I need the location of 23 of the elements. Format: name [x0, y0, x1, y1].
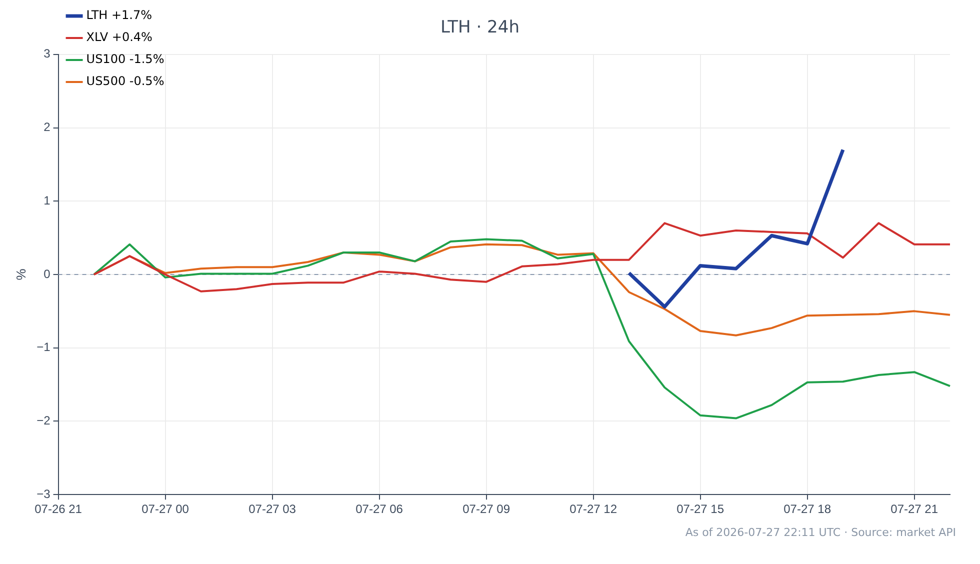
y-tick-label: 2 [44, 120, 51, 134]
legend-label: US500 -0.5% [86, 74, 164, 88]
y-tick-label: −3 [36, 486, 51, 501]
x-tick-label: 07-26 21 [34, 502, 82, 516]
x-tick-label: 07-27 12 [570, 502, 618, 516]
text: As of 2026-07-27 22:11 UTC · Source: market API [685, 526, 956, 539]
x-tick-label: 07-27 03 [248, 502, 296, 516]
y-axis-title: % [13, 268, 28, 280]
y-tick-label: −1 [36, 340, 51, 354]
x-tick-label: 07-27 06 [356, 502, 404, 516]
x-tick-label: 07-27 18 [784, 502, 832, 516]
y-tick-label: 3 [44, 46, 51, 61]
y-tick-label: 0 [44, 266, 51, 281]
y-tick-label: −2 [36, 414, 51, 428]
legend-label: XLV +0.4% [86, 30, 152, 44]
y-tick-label: 1 [44, 193, 51, 208]
legend-label: US100 -1.5% [86, 52, 164, 66]
x-tick-label: 07-27 21 [890, 502, 938, 516]
legend-label: LTH +1.7% [86, 8, 152, 22]
x-tick-label: 07-27 15 [676, 502, 724, 516]
x-tick-label: 07-27 00 [142, 502, 190, 516]
x-tick-label: 07-27 09 [462, 502, 510, 516]
chart-title: LTH · 24h [440, 18, 520, 38]
